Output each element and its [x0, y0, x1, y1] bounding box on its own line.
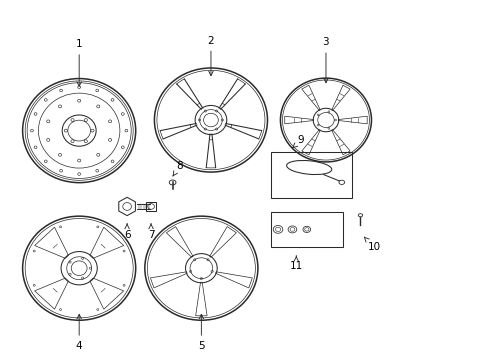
Text: 11: 11: [289, 256, 302, 271]
Text: 10: 10: [364, 237, 380, 252]
Text: 8: 8: [173, 161, 183, 176]
Text: 7: 7: [147, 224, 154, 240]
Text: 5: 5: [198, 314, 204, 351]
Text: 4: 4: [76, 314, 82, 351]
Text: 2: 2: [207, 36, 214, 76]
Text: 9: 9: [292, 135, 304, 148]
Bar: [270, 152, 351, 198]
Bar: [270, 212, 342, 247]
Text: 1: 1: [76, 39, 82, 86]
Text: 3: 3: [322, 37, 328, 83]
Text: 6: 6: [123, 224, 130, 240]
